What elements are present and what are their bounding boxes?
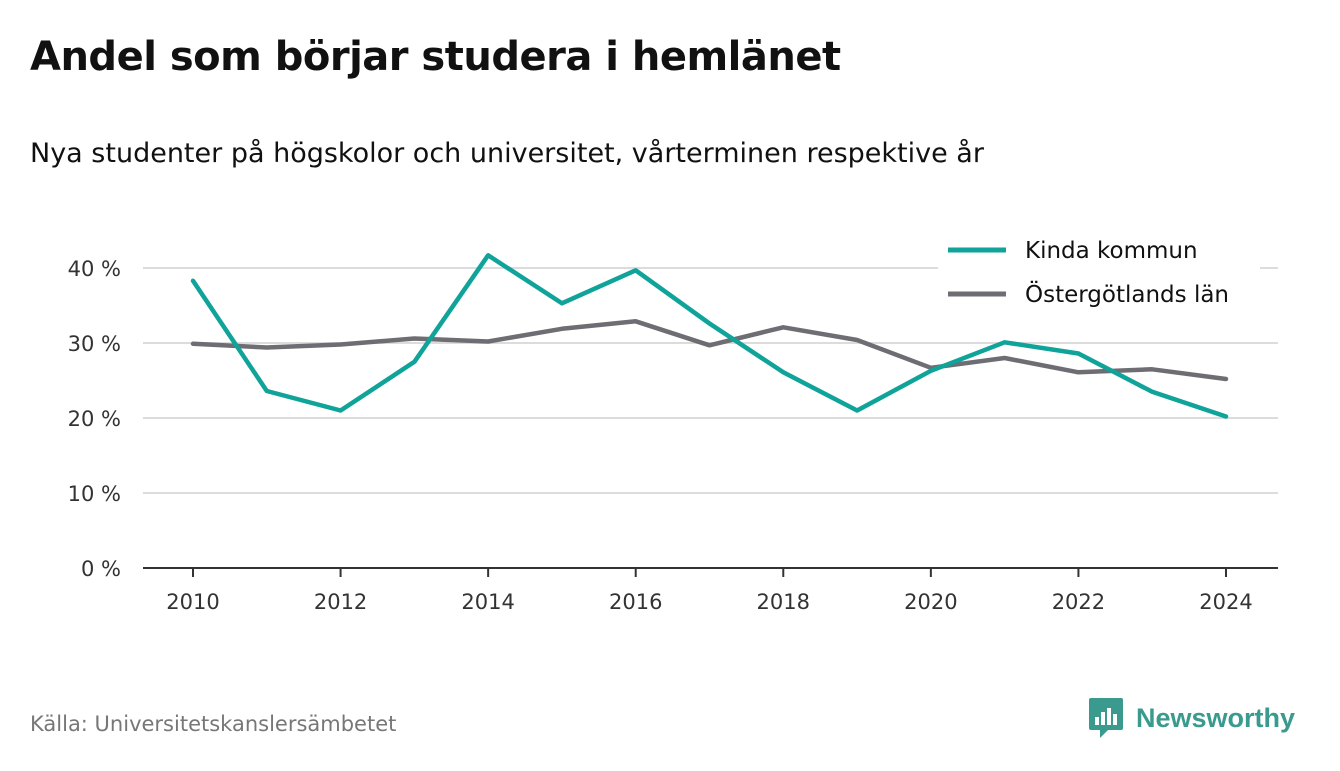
chart-subtitle: Nya studenter på högskolor och universit… xyxy=(30,138,984,169)
legend-label: Kinda kommun xyxy=(1025,238,1198,264)
brand-name: Newsworthy xyxy=(1136,702,1296,733)
y-axis-ticks: 0 % 10 % 20 % 30 % 40 % xyxy=(68,257,121,581)
y-tick-label: 0 % xyxy=(81,557,121,581)
x-tick-label: 2014 xyxy=(461,590,514,614)
brand-logo: Newsworthy xyxy=(1088,697,1295,739)
y-tick-label: 10 % xyxy=(68,482,121,506)
series-line xyxy=(190,319,1229,382)
chart-title: Andel som börjar studera i hemlänet xyxy=(30,34,841,80)
x-tick-label: 2012 xyxy=(314,590,367,614)
series-line xyxy=(190,253,1229,419)
y-tick-label: 40 % xyxy=(68,257,121,281)
series-lines xyxy=(190,253,1229,419)
x-tick-label: 2022 xyxy=(1052,590,1105,614)
legend-label: Östergötlands län xyxy=(1025,280,1229,308)
y-tick-label: 30 % xyxy=(68,332,121,356)
x-tick-label: 2010 xyxy=(166,590,219,614)
x-tick-label: 2024 xyxy=(1199,590,1252,614)
x-axis: 2010 2012 2014 2016 2018 2020 2022 2024 xyxy=(143,567,1278,614)
x-tick-label: 2018 xyxy=(757,590,810,614)
source-note: Källa: Universitetskanslersämbetet xyxy=(30,712,397,736)
y-tick-label: 20 % xyxy=(68,407,121,431)
x-tick-label: 2016 xyxy=(609,590,662,614)
bar-chart-speech-bubble-icon xyxy=(1089,698,1123,738)
x-tick-label: 2020 xyxy=(904,590,957,614)
legend: Kinda kommun Östergötlands län xyxy=(938,230,1260,316)
legend-background xyxy=(938,230,1260,316)
